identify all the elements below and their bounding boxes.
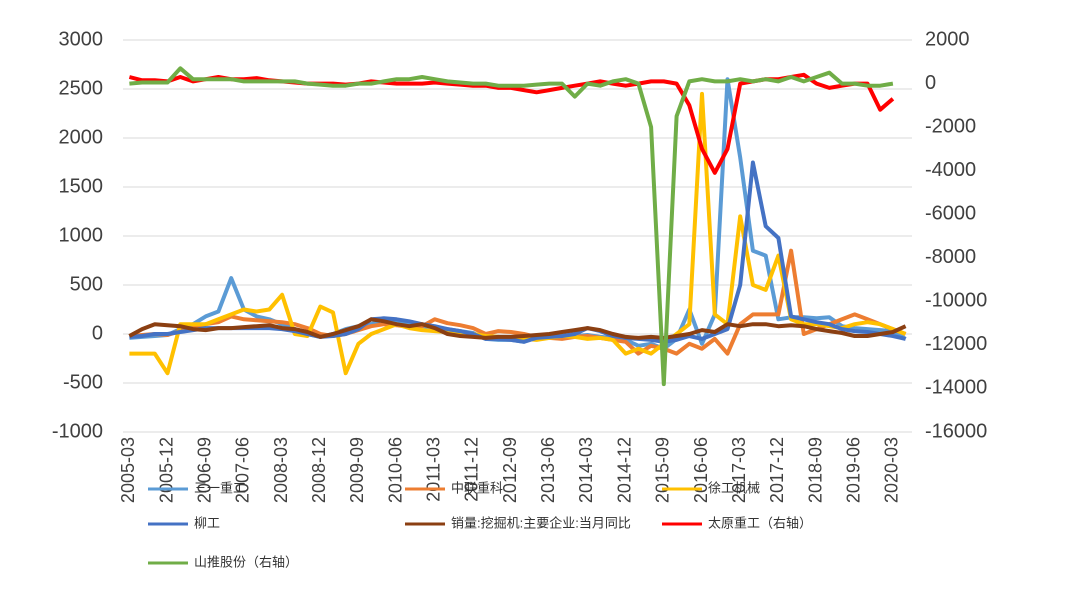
y2-tick-label: 2000 [925, 28, 970, 50]
y-tick-label: 2000 [59, 126, 104, 148]
y-tick-label: -1000 [52, 420, 103, 442]
x-tick-label: 2015-09 [653, 437, 673, 503]
x-tick-label: 2008-03 [271, 437, 291, 503]
series-line [129, 160, 907, 344]
x-tick-label: 2011-03 [424, 437, 444, 502]
y-tick-label: 1000 [59, 224, 104, 246]
x-tick-label: 2009-09 [347, 437, 367, 503]
x-tick-label: 2016-06 [691, 437, 711, 503]
x-tick-label: 2019-06 [843, 437, 863, 503]
legend-label: 三一重工 [194, 480, 246, 495]
x-tick-label: 2017-03 [729, 437, 749, 503]
y2-tick-label: -4000 [925, 159, 976, 181]
legend-label: 太原重工（右轴） [708, 515, 812, 530]
series-line [129, 248, 907, 356]
legend-label: 山推股份（右轴） [194, 554, 298, 569]
legend-label: 中联重科 [451, 480, 503, 495]
x-tick-label: 2008-12 [309, 437, 329, 503]
y-tick-label: 1500 [59, 175, 104, 197]
x-tick-label: 2006-09 [194, 437, 214, 503]
x-tick-label: 2018-09 [805, 437, 825, 503]
x-tick-label: 2020-03 [882, 437, 902, 503]
y2-tick-label: -8000 [925, 246, 976, 268]
y2-tick-label: 0 [925, 72, 936, 94]
x-tick-label: 2005-03 [118, 437, 138, 503]
y2-tick-label: -2000 [925, 115, 976, 137]
x-tick-label: 2012-09 [500, 437, 520, 503]
y2-tick-label: -10000 [925, 290, 987, 312]
y-tick-label: 0 [92, 322, 103, 344]
legend-label: 柳工 [194, 515, 220, 530]
x-tick-label: 2014-12 [614, 437, 634, 503]
y-tick-label: 2500 [59, 77, 104, 99]
x-tick-label: 2007-06 [233, 437, 253, 503]
x-tick-label: 2014-03 [576, 437, 596, 503]
x-tick-label: 2013-06 [538, 437, 558, 503]
legend-label: 徐工机械 [708, 480, 760, 495]
series-line [128, 317, 907, 340]
y-tick-label: 3000 [59, 28, 104, 50]
y-tick-label: 500 [70, 273, 103, 295]
y2-tick-label: -16000 [925, 420, 987, 442]
x-tick-label: 2011-12 [462, 437, 482, 502]
x-tick-label: 2017-12 [767, 437, 787, 503]
series-line [129, 66, 894, 387]
y2-tick-label: -14000 [925, 377, 987, 399]
x-tick-label: 2005-12 [156, 437, 176, 503]
y2-tick-label: -12000 [925, 333, 987, 355]
x-tick-label: 2010-06 [385, 437, 405, 503]
legend-label: 销量:挖掘机:主要企业:当月同比 [451, 515, 631, 530]
y-tick-label: -500 [63, 371, 103, 393]
y2-tick-label: -6000 [925, 203, 976, 225]
